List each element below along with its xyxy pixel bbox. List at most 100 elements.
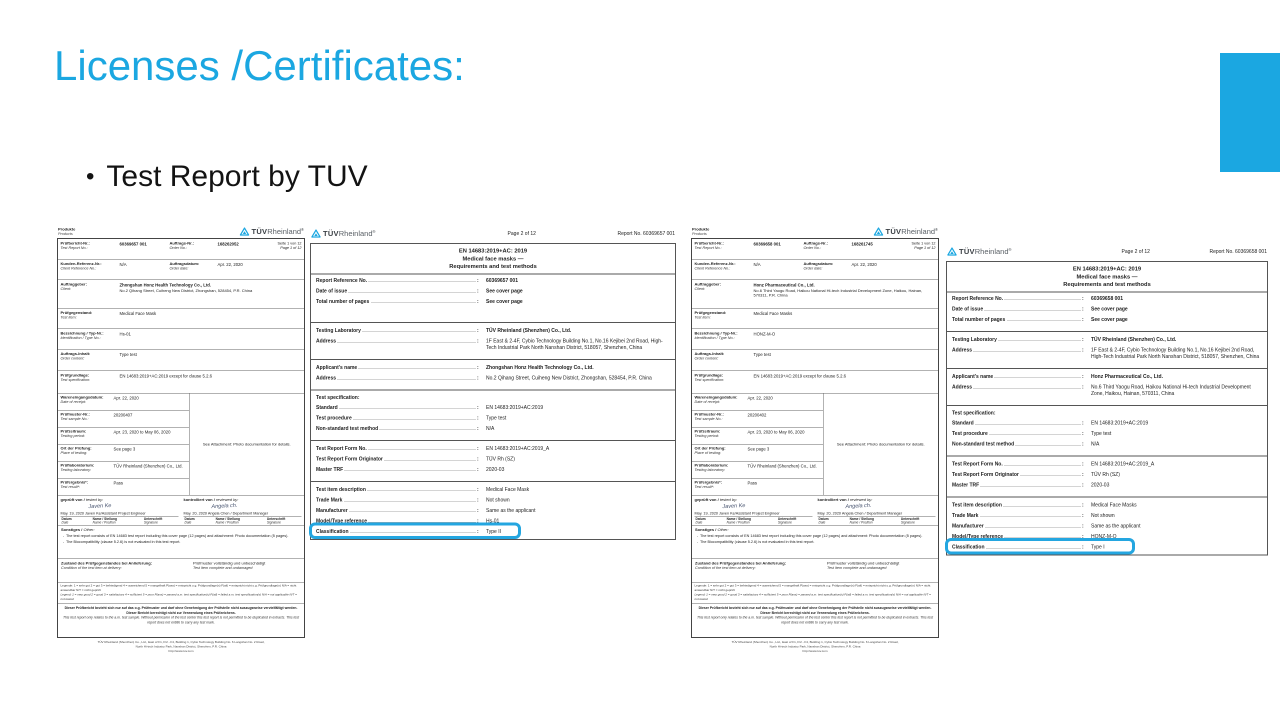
- report-field-row: Report Reference No.: 60369657 001: [316, 277, 518, 284]
- report-field-row: Trade Mark: Not shown: [316, 497, 510, 503]
- report-no-row: Prüfbericht-Nr.: Test Report No.: 6036965…: [692, 239, 938, 260]
- report-field-row: Standard: EN 14683:2019+AC:2019: [316, 404, 544, 411]
- client-ref-row: Kunden-Referenz-Nr.: Client Reference No.…: [58, 260, 304, 280]
- standard-title: EN 14683:2019+AC: 2019 Medical face mask…: [947, 262, 1267, 293]
- report-field-row: Test Report Form No.: EN 14683:2019+AC:2…: [947, 455, 1267, 469]
- order-content-row: Auftrags-Inhalt: Order content: Type test: [58, 350, 304, 371]
- other-notes-section: Sonstiges / Other: - The test report cons…: [58, 526, 304, 559]
- report-field-row: Total number of pages: See cover page: [316, 298, 523, 305]
- document-cover-page-60369658: Produkte Products TÜVRheinland® Prüfberi…: [691, 226, 939, 654]
- tuv-rheinland-logo: TÜVRheinland®: [311, 229, 426, 238]
- report-no-header: Report No. 60369657 001: [617, 230, 675, 237]
- order-no-value: 168262052: [217, 241, 239, 247]
- report-field-row: Date of issue: See cover page: [316, 288, 523, 294]
- report-field-row: Test item description: Medical Face Mask: [311, 480, 675, 495]
- client-name: Zhongshan Honz Health Technology Co., Lt…: [119, 282, 212, 288]
- report-field-row: Test procedure: Type test: [316, 415, 507, 421]
- report-field-row: Model/Type reference: HONZ-M-O: [952, 533, 1117, 540]
- report-field-row: Trade Mark: Not shown: [952, 512, 1115, 519]
- report-field-row: Model/Type reference: Hs-01: [316, 518, 500, 524]
- report-field-row: Standard: EN 14683:2019+AC:2019: [952, 420, 1149, 426]
- produkte-label: Produkte Products: [58, 227, 76, 236]
- order-content-row: Auftrags-Inhalt: Order content: Type test: [692, 350, 938, 371]
- report-no-row: Prüfbericht-Nr.: Test Report No.: 6036965…: [58, 239, 304, 260]
- report-rows: Report Reference No.: 60369658 001 Date …: [945, 292, 1267, 555]
- client-address: No.6 Third Yaogu Road, Haikou National H…: [753, 288, 923, 298]
- test-result-value: Pass: [113, 480, 123, 486]
- cover-header: Produkte Products TÜVRheinland®: [691, 226, 939, 239]
- report-field-row: Address: No.2 Qihang Street, Cuiheng New…: [316, 375, 652, 381]
- details-split-section: Wareneingangsdatum: Date of receipt: Apr. …: [692, 393, 938, 496]
- report-field-row: Non-standard test method: N/A: [316, 425, 495, 432]
- client-address: No.2 Qihang Street, Cuiheng New District…: [119, 288, 253, 294]
- page-info: Seite 1 von 12 Page 1 of 12: [911, 241, 936, 250]
- report-field-row: Report Reference No.: 60369658 001: [952, 295, 1123, 302]
- report-rows: Report Reference No.: 60369657 001 Date …: [309, 274, 675, 539]
- other-notes-section: Sonstiges / Other: - The test report cons…: [692, 526, 938, 559]
- slide-title: Licenses /Certificates:: [54, 42, 465, 89]
- report-field-row: Master TRF: 2020-03: [316, 466, 505, 473]
- test-item-row: Prüfgegenstand: Test item: Medical Face M…: [692, 309, 938, 329]
- tuv-triangle-icon: [239, 227, 250, 236]
- report-field-row: Applicant's name: Honz Pharmaceutical Co…: [947, 367, 1267, 382]
- client-row: Auftraggeber: Client: Honz Pharmaceutical…: [692, 280, 938, 309]
- test-spec-row: Prüfgrundlage: Test specification: EN 146…: [692, 371, 938, 394]
- tuv-rheinland-logo: TÜVRheinland®: [873, 227, 938, 236]
- test-spec-row: Prüfgrundlage: Test specification: EN 146…: [58, 371, 304, 394]
- order-no-value: 168261745: [851, 241, 873, 247]
- signature-section: geprüft von / tested by: Javen Ke May. 1…: [58, 496, 304, 526]
- client-ref-row: Kunden-Referenz-Nr.: Client Reference No.…: [692, 260, 938, 280]
- tuv-triangle-icon: [311, 229, 321, 238]
- condition-row: Zustand des Prüfgegenstandes bei Anliefe…: [58, 559, 304, 583]
- page-info: Seite 1 von 12 Page 1 of 12: [277, 241, 302, 250]
- report-field-row: Address: 1F East & 2-4F, Cybio Technolog…: [316, 338, 663, 351]
- report-field-row: Test Report Form Originator: TÜV Rh (SZ): [952, 471, 1120, 478]
- disclaimer-section: Dieser Prüfbericht bezieht sich nur auf …: [62, 606, 300, 625]
- cover-info-table: Prüfbericht-Nr.: Test Report No.: 6036965…: [57, 239, 305, 638]
- report-field-row: Total number of pages: See cover page: [952, 316, 1128, 323]
- report-field-row: Classification: Type II: [309, 522, 675, 539]
- sample-no-value: 20200407: [113, 412, 133, 418]
- report-field-row: Test specification::: [947, 404, 1267, 418]
- report-field-row: Manufacturer: Same as the applicant: [316, 507, 536, 514]
- report-field-row: Test Report Form Originator: TÜV Rh (SZ): [316, 456, 515, 462]
- cover-header: Produkte Products TÜVRheinland®: [57, 226, 305, 239]
- document-cover-page-60369657: Produkte Products TÜVRheinland® Prüfberi…: [57, 226, 305, 654]
- tuv-rheinland-logo: TÜVRheinland®: [239, 227, 304, 236]
- sample-no-value: 20200402: [747, 412, 767, 418]
- bullet-item: • Test Report by TUV: [86, 160, 368, 194]
- bullet-text: Test Report by TUV: [106, 160, 368, 193]
- produkte-label: Produkte Products: [692, 227, 710, 236]
- report-no-value: 60369657 001: [119, 241, 147, 247]
- report-field-row: Non-standard test method: N/A: [952, 441, 1100, 447]
- standard-title: EN 14683:2019+AC: 2019 Medical face mask…: [311, 244, 675, 275]
- report-field-row: Classification: Type I: [945, 537, 1267, 555]
- report-field-row: Test procedure: Type test: [952, 430, 1112, 437]
- tuv-triangle-icon: [947, 247, 957, 256]
- page-number: Page 2 of 12: [507, 230, 536, 237]
- report-no-value: 60369658 001: [753, 241, 781, 247]
- report-field-row: Test Report Form No.: EN 14683:2019+AC:2…: [311, 439, 675, 454]
- attachment-note: See Attachment: Photo documentation for …: [202, 442, 291, 447]
- details-split-section: Wareneingangsdatum: Date of receipt: Apr. …: [58, 393, 304, 496]
- disclaimer-section: Dieser Prüfbericht bezieht sich nur auf …: [696, 606, 934, 625]
- legend-section: Legende: 1 = sehr gut 2 = gut 3 = befrie…: [58, 583, 304, 604]
- signature-section: geprüft von / tested by: Javen Ke May. 1…: [692, 496, 938, 526]
- report-field-row: Address: No.6 Third Yaogu Road, Haikou N…: [952, 384, 1251, 397]
- report-field-row: Testing Laboratory: TÜV Rheinland (Shenz…: [947, 330, 1267, 345]
- report-field-row: Master TRF: 2020-03: [952, 482, 1110, 488]
- report-field-row: Test item description: Medical Face Mask…: [947, 496, 1267, 510]
- type-no-row: Bezeichnung / Typ-Nr.: Identification / T…: [58, 329, 304, 350]
- tuv-triangle-icon: [873, 227, 884, 236]
- report-page-header: TÜVRheinland® Page 2 of 12 Report No. 60…: [946, 246, 1268, 261]
- report-no-header: Report No. 60369658 001: [1209, 248, 1267, 255]
- report-field-row: Testing Laboratory: TÜV Rheinland (Shenz…: [311, 321, 675, 336]
- condition-row: Zustand des Prüfgegenstandes bei Anliefe…: [692, 559, 938, 583]
- corner-accent-rectangle: [1220, 53, 1280, 172]
- attachment-note: See Attachment: Photo documentation for …: [836, 442, 925, 447]
- legend-section: Legende: 1 = sehr gut 2 = gut 3 = befrie…: [692, 583, 938, 604]
- footer-address: TÜV Rheinland (Shenzhen) Co., Ltd., East…: [97, 641, 265, 653]
- test-item-row: Prüfgegenstand: Test item: Medical Face M…: [58, 309, 304, 329]
- bullet-marker: •: [86, 163, 95, 190]
